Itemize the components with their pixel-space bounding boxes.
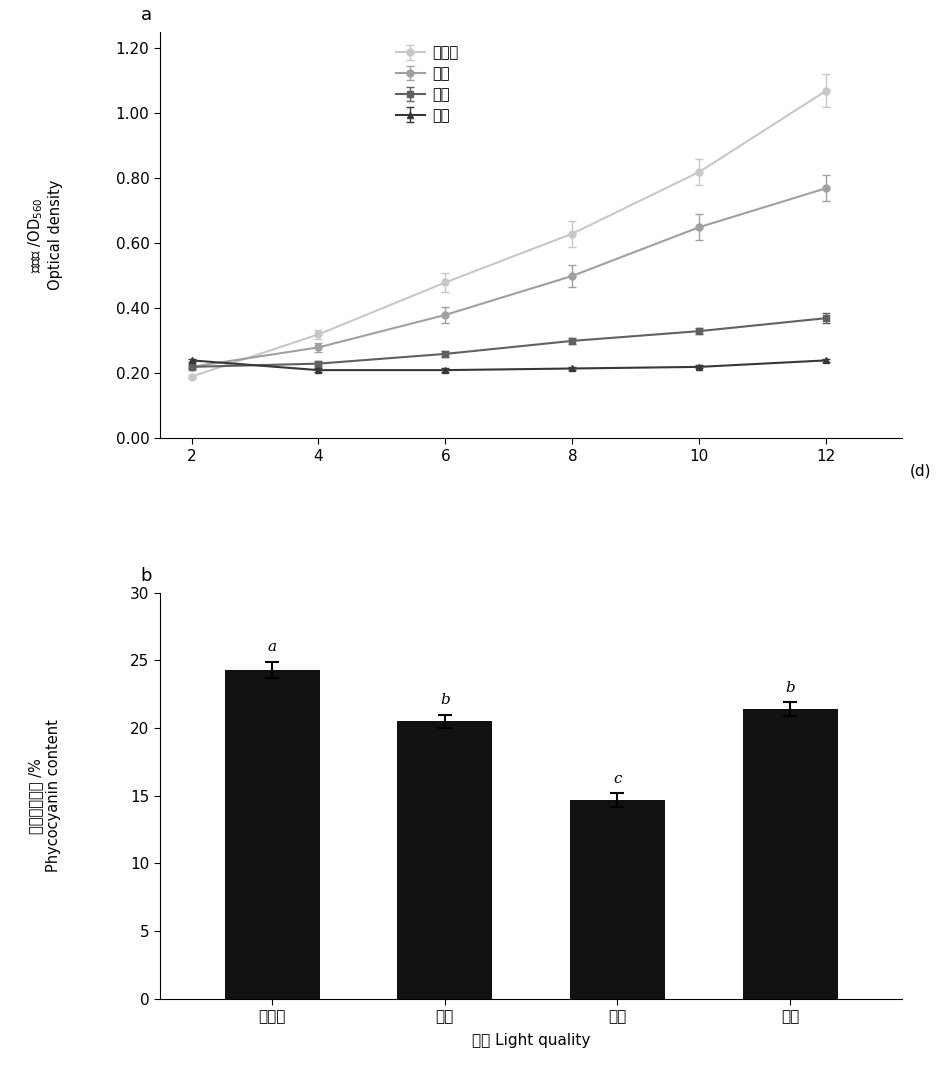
Legend: 暖白光, 白光, 蕎光, 红光: 暖白光, 白光, 蕎光, 红光	[390, 40, 464, 129]
Text: c: c	[613, 771, 621, 785]
Text: a: a	[268, 640, 276, 654]
Text: a: a	[141, 6, 152, 24]
Bar	[743, 709, 838, 999]
Text: 藻蓝蛋白含量 /%
Phycocyanin content: 藻蓝蛋白含量 /% Phycocyanin content	[28, 720, 61, 872]
Bar	[225, 670, 320, 999]
Text: 光密度 /OD$_{560}$
Optical density: 光密度 /OD$_{560}$ Optical density	[26, 180, 63, 290]
Text: b: b	[141, 567, 152, 584]
Text: (d): (d)	[909, 463, 931, 478]
X-axis label: 光质 Light quality: 光质 Light quality	[472, 1032, 590, 1047]
Bar	[570, 800, 665, 999]
Text: b: b	[440, 693, 449, 707]
Text: b: b	[785, 681, 795, 695]
Bar	[398, 722, 493, 999]
